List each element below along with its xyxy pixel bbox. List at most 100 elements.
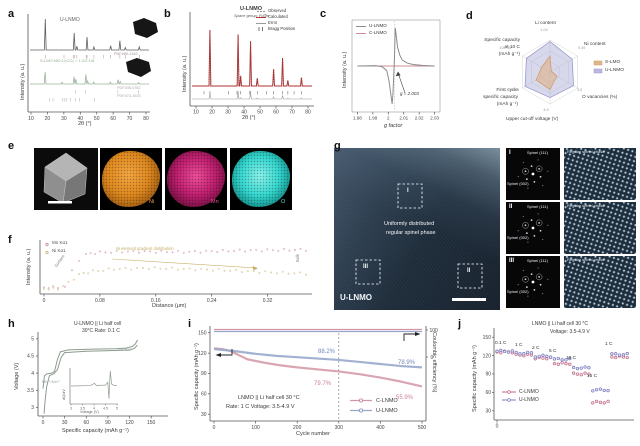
b-legend-calculated: Calculated	[268, 13, 288, 19]
i-x-axis-label: Cycle number	[296, 431, 330, 437]
c-g-annotation: g = 2.003	[400, 91, 419, 96]
svg-text:0.24: 0.24	[207, 298, 217, 304]
h-redox-annotation-ni: Ni²⁺/Ni³⁺	[118, 348, 133, 352]
svg-text:1.99: 1.99	[368, 116, 377, 121]
i-cell-info-line1: LNMO || Li half cell 30 °C	[238, 395, 300, 401]
d-axis-li-content: Li content	[535, 21, 556, 26]
eds-map-mn	[165, 148, 227, 210]
svg-text:0.32: 0.32	[263, 298, 273, 304]
panel-f-graphics: 0 0.08 0.16 0.24 0.32	[39, 240, 312, 304]
svg-text:400: 400	[376, 425, 385, 431]
panel-j-graphics: 30 60 90 120 150 0	[483, 328, 634, 430]
e-map-label-o: O	[281, 199, 286, 205]
svg-text:200: 200	[293, 425, 302, 431]
svg-text:0: 0	[431, 355, 434, 361]
b-y-axis-label: Intensity (a. u.)	[182, 55, 188, 92]
svg-text:10: 10	[193, 110, 199, 116]
panel-letter-c: c	[320, 8, 327, 20]
svg-text:30: 30	[485, 409, 491, 415]
b-x-axis-label: 2θ (°)	[242, 115, 256, 121]
panel-letter-j: j	[458, 318, 462, 330]
svg-text:4: 4	[31, 371, 34, 377]
svg-text:0: 0	[213, 425, 216, 431]
a-x-axis-label: 2θ (°)	[78, 121, 92, 127]
d-axis-voltage: Upper cut-off voltage (V)	[506, 117, 559, 122]
svg-text:0: 0	[43, 298, 46, 304]
svg-text:150: 150	[483, 335, 492, 341]
mn-map-blob	[167, 151, 225, 207]
eds-map-ni	[100, 148, 162, 210]
svg-text:80: 80	[305, 110, 311, 116]
lattice-image-3	[564, 256, 636, 308]
svg-text:5: 5	[116, 407, 118, 411]
svg-text:30: 30	[225, 110, 231, 116]
h-inset-y-label: dQ/dV	[62, 389, 66, 400]
d-axis-o-vacancies: O vacancies (%)	[582, 95, 618, 100]
d-tip-value: 3.5	[577, 88, 583, 92]
i-retention-300-ulnmo: 88.2%	[318, 349, 336, 355]
svg-text:50: 50	[94, 116, 100, 122]
j-rate-label: 5 C	[549, 349, 557, 354]
svg-text:80: 80	[143, 116, 149, 122]
j-rate-label: 0.1 C	[495, 341, 507, 346]
svg-text:70: 70	[289, 110, 295, 116]
panel-i-graphics: 30 60 90 120 150 0 100 200 300 400 500 100 0	[198, 326, 438, 431]
svg-text:2.01: 2.01	[399, 116, 408, 121]
j-rate-label: 1 C	[515, 343, 523, 348]
j-legend-clnmo: C-LNMO	[519, 388, 539, 395]
svg-text:0: 0	[496, 424, 499, 430]
svg-text:0.08: 0.08	[95, 298, 105, 304]
eds-map-o	[230, 148, 292, 210]
g-lattice-caption: Regular spinel phase	[567, 203, 605, 208]
e-map-label-mn: Mn	[211, 199, 219, 205]
svg-text:60: 60	[201, 392, 207, 398]
o-map-blob	[232, 151, 290, 207]
d-tip-value: 1.04	[540, 28, 548, 32]
i-y-axis-label: Specific capacity (mAh g⁻¹)	[194, 343, 200, 410]
g-lattice-caption: Regular spinel phase	[567, 149, 605, 154]
i-retention-500-clnmo: 55.9%	[396, 395, 414, 401]
svg-text:3: 3	[70, 407, 72, 411]
svg-text:5: 5	[31, 337, 34, 343]
d-axis-capacity10c-l3: (mAh g⁻¹)	[498, 52, 520, 57]
svg-text:150: 150	[198, 330, 207, 336]
c-y-axis-label: Intensity (a. u.)	[342, 51, 348, 88]
b-legend-error: Error	[268, 19, 278, 25]
b-subtitle: Space group: Fd3̅m	[234, 13, 270, 18]
panel-e-graphics	[43, 152, 88, 204]
j-title-line1: LNMO || Li half cell 30 °C	[532, 321, 589, 327]
g-sample-label: U-LNMO	[340, 293, 372, 302]
panel-letter-a: a	[8, 8, 15, 20]
a-y-axis-label: Intensity (a. u.)	[20, 63, 26, 100]
c-legend-ulnmo: U-LNMO	[369, 22, 387, 28]
e-map-label-ni: Ni	[149, 199, 155, 205]
svg-text:2.03: 2.03	[430, 116, 439, 121]
g-box-label-3: III	[363, 264, 369, 270]
svg-text:3.5: 3.5	[27, 388, 34, 394]
j-rate-label: 10 C	[566, 356, 577, 361]
panel-letter-h: h	[8, 318, 15, 330]
i-legend-ulnmo: U-LNMO	[376, 407, 398, 414]
svg-text:30: 30	[201, 412, 207, 418]
g-fft-spot2-label: Spinel (002)	[507, 235, 529, 240]
h-y-axis-label: Voltage (V)	[14, 362, 20, 390]
g-box-label-2: II	[467, 268, 471, 274]
svg-text:150: 150	[147, 420, 156, 426]
a-trace1-label: U-LNMO	[60, 17, 80, 23]
j-legend-ulnmo: U-LNMO	[519, 396, 539, 403]
d-axis-ni-content: Ni content	[584, 42, 606, 47]
j-rate-label: 2 C	[532, 346, 540, 351]
panel-letter-d: d	[466, 10, 473, 22]
svg-text:30: 30	[61, 116, 67, 122]
c-legend-clnmo: C-LNMO	[369, 29, 387, 35]
d-tip-value: 123.3	[509, 88, 519, 92]
b-title: U-LNMO	[240, 6, 262, 12]
d-tip-value: 4.9	[543, 108, 549, 112]
d-legend-ulnmo: U-LNMO	[605, 68, 624, 73]
g-lattice-caption: Regular spinel phase	[567, 257, 605, 262]
g-fft-spot1-label: Spinel (111)	[527, 258, 548, 263]
svg-text:120: 120	[198, 351, 207, 357]
svg-text:90: 90	[201, 371, 207, 377]
d-legend-slmo: S-LMO	[605, 60, 621, 65]
